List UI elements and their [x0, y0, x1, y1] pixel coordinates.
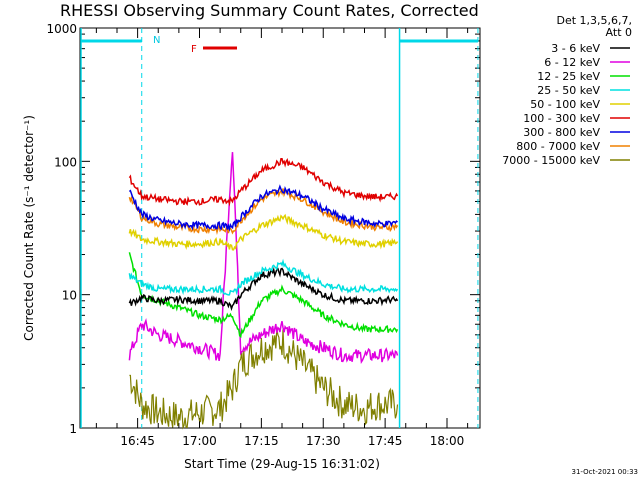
legend-label: 300 - 800 keV: [523, 126, 600, 139]
x-tick-label: 16:45: [120, 434, 155, 448]
series-line: [128, 158, 399, 207]
y-axis-ticks: 1 10 100 1000: [46, 22, 480, 436]
series-line: [128, 258, 399, 296]
legend-label: 800 - 7000 keV: [516, 140, 600, 153]
y-tick-label: 1000: [46, 22, 77, 36]
night-label: N: [153, 35, 160, 46]
series-line: [128, 266, 399, 312]
chart-title: RHESSI Observing Summary Count Rates, Co…: [60, 1, 479, 20]
series-line: [129, 328, 399, 430]
series-line: [128, 184, 399, 233]
legend-label: 12 - 25 keV: [537, 70, 600, 83]
legend-label: 25 - 50 keV: [537, 84, 600, 97]
x-tick-label: 17:45: [368, 434, 403, 448]
night-markers: [80, 28, 479, 428]
legend-label: 3 - 6 keV: [551, 42, 600, 55]
y-axis-label: Corrected Count Rate (s⁻¹ detector⁻¹): [22, 115, 36, 341]
series-lines: [128, 152, 399, 430]
y-tick-label: 100: [54, 155, 77, 169]
x-axis-label: Start Time (29-Aug-15 16:31:02): [184, 457, 380, 471]
series-line: [128, 152, 399, 365]
flare-label: F: [191, 44, 197, 55]
x-tick-label: 17:30: [306, 434, 341, 448]
series-line: [128, 252, 399, 339]
x-axis-ticks: 16:45 17:00 17:15 17:30 17:45 18:00: [95, 28, 469, 448]
legend-header-2: Att 0: [606, 26, 632, 39]
legend-label: 100 - 300 keV: [523, 112, 600, 125]
x-tick-label: 17:15: [244, 434, 279, 448]
legend-header-1: Det 1,3,5,6,7,: [556, 14, 632, 27]
legend-label: 50 - 100 keV: [530, 98, 600, 111]
legend-label: 6 - 12 keV: [544, 56, 600, 69]
series-line: [128, 213, 399, 251]
x-tick-label: 17:00: [182, 434, 217, 448]
y-tick-label: 10: [62, 289, 77, 303]
y-tick-label: 1: [69, 422, 77, 436]
legend-label: 7000 - 15000 keV: [502, 154, 600, 167]
x-tick-label: 18:00: [430, 434, 465, 448]
series-line: [128, 188, 399, 235]
plot-frame: [79, 27, 481, 429]
footer-date: 31-Oct-2021 00:33: [572, 468, 638, 476]
